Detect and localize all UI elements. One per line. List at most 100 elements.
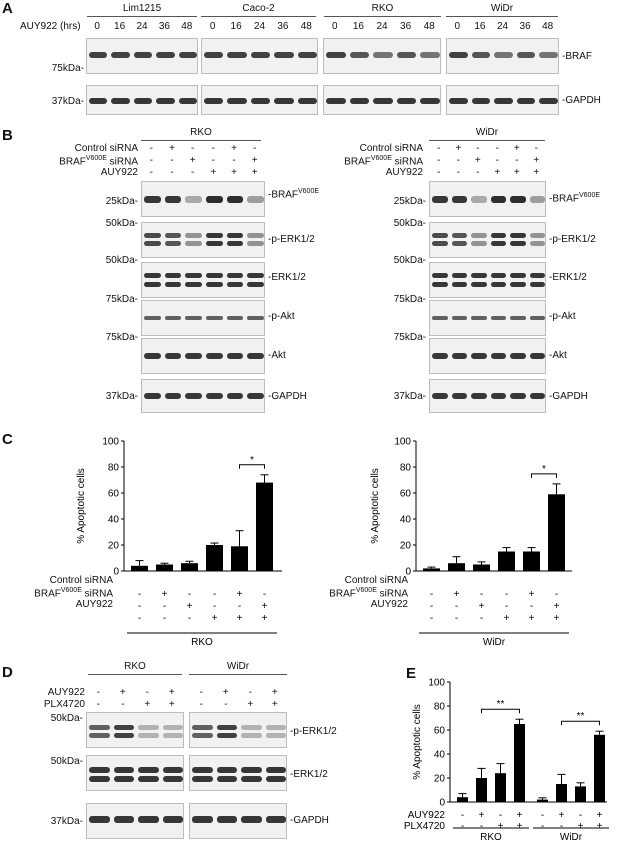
western-band bbox=[510, 316, 526, 320]
condition-sign: - bbox=[188, 613, 191, 624]
group-label: WiDr bbox=[560, 832, 583, 843]
western-band bbox=[204, 52, 224, 58]
western-band bbox=[432, 196, 448, 203]
condition-sign: + bbox=[271, 687, 278, 698]
b-cell-rko: RKO bbox=[141, 127, 261, 141]
marker-d-50a: 50kDa- bbox=[50, 713, 83, 724]
bar bbox=[476, 778, 487, 802]
western-band bbox=[451, 233, 467, 238]
y-tick-label: 100 bbox=[428, 678, 445, 689]
western-band bbox=[113, 733, 134, 738]
blot-d-rko-erk bbox=[86, 755, 184, 791]
condition-sign: + bbox=[554, 601, 560, 612]
western-band bbox=[164, 196, 182, 203]
western-band bbox=[226, 196, 244, 203]
timepoint-label: 16 bbox=[230, 21, 242, 32]
marker-b-rko-75b: 75kDa- bbox=[105, 332, 138, 343]
condition-sign: - bbox=[96, 699, 100, 710]
y-tick-label: 40 bbox=[108, 515, 120, 526]
western-band bbox=[274, 52, 294, 58]
bar bbox=[498, 551, 515, 571]
condition-sign: - bbox=[456, 155, 460, 166]
blot-a-gapdh-lim1215 bbox=[86, 85, 198, 115]
b-rko-protein-erk: -ERK1/2 bbox=[268, 272, 306, 283]
protein-a-gapdh: -GAPDH bbox=[562, 95, 601, 106]
western-band bbox=[144, 241, 161, 246]
marker-d-50b: 50kDa- bbox=[50, 756, 83, 767]
condition-sign: - bbox=[138, 589, 141, 600]
western-band bbox=[510, 393, 526, 399]
blot-d-rko-perk bbox=[86, 712, 184, 748]
b-right-cond-auy: AUY922 bbox=[385, 167, 423, 178]
b-widr-protein-gapdh: -GAPDH bbox=[549, 391, 588, 402]
western-band bbox=[226, 353, 244, 359]
y-axis-label: % Apoptotic cells bbox=[412, 704, 423, 780]
d-cond-auy: AUY922 bbox=[47, 687, 85, 698]
western-band bbox=[510, 353, 526, 359]
condition-sign: + bbox=[212, 613, 218, 624]
western-band bbox=[162, 733, 183, 738]
timepoint-label: 24 bbox=[496, 21, 509, 32]
condition-sign: - bbox=[480, 821, 483, 832]
western-band bbox=[451, 273, 467, 278]
western-band bbox=[216, 816, 237, 823]
western-band bbox=[144, 316, 161, 320]
western-band bbox=[138, 733, 159, 738]
western-band bbox=[494, 98, 513, 104]
condition-sign: - bbox=[505, 589, 508, 600]
western-band bbox=[510, 241, 526, 246]
western-band bbox=[206, 196, 223, 203]
timepoint-label: 16 bbox=[114, 21, 126, 32]
western-band bbox=[185, 316, 202, 320]
western-band bbox=[226, 273, 244, 278]
western-band bbox=[432, 241, 448, 246]
western-band bbox=[247, 196, 264, 203]
timepoint-label: 36 bbox=[277, 21, 289, 32]
blot-b-rko-akt bbox=[141, 338, 265, 374]
bar bbox=[523, 551, 540, 571]
blot-a-gapdh-rko bbox=[323, 85, 441, 115]
group-label: RKO bbox=[480, 832, 502, 843]
panel-label-c: C bbox=[2, 431, 13, 448]
significance-bracket bbox=[561, 720, 600, 726]
western-band bbox=[89, 725, 110, 730]
western-band bbox=[490, 353, 506, 359]
western-band bbox=[185, 241, 202, 246]
western-band bbox=[373, 52, 393, 58]
d-protein-erk: -ERK1/2 bbox=[290, 769, 328, 780]
condition-sign: - bbox=[455, 601, 458, 612]
western-band bbox=[494, 52, 513, 58]
cell-line-caco2: Caco-2 bbox=[201, 3, 316, 17]
b-right-cond-braf: BRAFV600E siRNA bbox=[344, 155, 423, 168]
blot-b-rko-braf bbox=[141, 181, 265, 217]
e-condition-label: PLX4720 bbox=[404, 821, 446, 832]
western-band bbox=[164, 233, 182, 238]
blot-a-gapdh-caco2 bbox=[201, 85, 318, 115]
condition-sign: - bbox=[534, 143, 538, 154]
blot-b-widr-erk bbox=[429, 262, 546, 298]
blot-a-gapdh-widr bbox=[446, 85, 559, 115]
condition-sign: + bbox=[504, 613, 510, 624]
condition-sign: - bbox=[138, 601, 141, 612]
marker-b-widr-25: 25kDa- bbox=[393, 196, 426, 207]
marker-b-rko-50a: 50kDa- bbox=[105, 218, 138, 229]
western-band bbox=[432, 233, 448, 238]
western-band bbox=[326, 98, 346, 104]
western-band bbox=[113, 776, 134, 782]
bar bbox=[495, 773, 506, 802]
western-band bbox=[162, 767, 183, 773]
b-widr-protein-perk: -p-ERK1/2 bbox=[549, 234, 596, 245]
western-band bbox=[471, 98, 491, 104]
western-band bbox=[349, 98, 370, 104]
group-label: RKO bbox=[191, 637, 213, 647]
western-band bbox=[490, 316, 506, 320]
western-band bbox=[247, 316, 264, 320]
western-band bbox=[471, 353, 487, 359]
condition-sign: - bbox=[163, 613, 166, 624]
timepoint-label: 48 bbox=[542, 21, 554, 32]
western-band bbox=[133, 98, 153, 104]
d-protein-perk: -p-ERK1/2 bbox=[290, 726, 337, 737]
blot-a-braf-widr bbox=[446, 38, 559, 74]
condition-sign: + bbox=[479, 601, 485, 612]
c-left-cond-control: Control siRNA bbox=[49, 575, 113, 586]
